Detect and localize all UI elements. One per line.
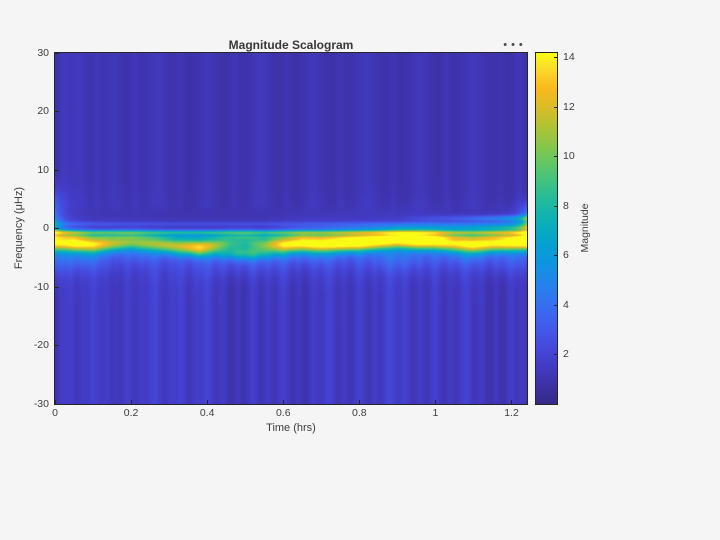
x-tick-mark xyxy=(511,400,512,404)
colorbar-label: Magnitude xyxy=(579,203,591,253)
x-tick-label: 1 xyxy=(432,407,439,419)
x-tick-mark xyxy=(282,400,284,404)
y-tick-label: 30 xyxy=(37,46,49,59)
y-axis-label: Frequency (μHz) xyxy=(13,186,25,270)
x-tick-label: 0.8 xyxy=(352,407,367,419)
colorbar-tick-label: 8 xyxy=(563,199,569,212)
scalogram-heatmap-canvas xyxy=(55,53,527,404)
colorbar-tick-label: 6 xyxy=(563,249,569,262)
x-tick-label: 0.4 xyxy=(199,407,215,419)
colorbar-tick-mark xyxy=(554,156,557,158)
axes-toolbar[interactable]: ••• xyxy=(501,35,529,51)
y-tick-mark xyxy=(55,111,59,112)
y-tick-mark xyxy=(55,169,59,171)
colorbar-tick-label: 4 xyxy=(563,298,569,311)
y-tick-mark xyxy=(55,286,59,288)
colorbar xyxy=(535,52,558,405)
y-tick-mark xyxy=(55,228,59,229)
x-tick-mark xyxy=(130,400,132,404)
x-axis-label: Time (hrs) xyxy=(266,422,316,434)
scalogram-plot xyxy=(54,52,528,405)
colorbar-tick-mark xyxy=(554,304,557,306)
colorbar-tick-label: 12 xyxy=(563,100,575,113)
colorbar-tick-label: 10 xyxy=(563,150,575,163)
x-tick-label: 1.2 xyxy=(504,407,519,419)
x-tick-label: 0.2 xyxy=(123,407,139,419)
x-tick-mark xyxy=(358,400,360,404)
colorbar-tick-mark xyxy=(554,354,557,356)
y-tick-label: -30 xyxy=(33,397,49,410)
y-tick-label: -10 xyxy=(33,280,49,293)
colorbar-tick-mark xyxy=(554,106,557,108)
plot-title: Magnitude Scalogram xyxy=(228,38,354,52)
y-tick-label: -20 xyxy=(33,339,49,351)
colorbar-tick-mark xyxy=(554,205,557,207)
colorbar-tick-mark xyxy=(554,255,557,257)
y-tick-mark xyxy=(55,52,59,54)
x-tick-mark xyxy=(54,400,56,404)
colorbar-tick-label: 2 xyxy=(563,348,569,361)
y-tick-mark xyxy=(55,403,59,405)
x-tick-mark xyxy=(206,400,208,404)
y-tick-label: 10 xyxy=(37,163,49,176)
x-tick-label: 0 xyxy=(52,407,58,419)
y-tick-mark xyxy=(55,345,59,346)
x-tick-label: 0.6 xyxy=(275,407,291,419)
colorbar-gradient-canvas xyxy=(536,53,557,404)
y-tick-label: 20 xyxy=(37,105,49,117)
colorbar-tick-mark xyxy=(554,57,557,59)
options-ellipsis-icon[interactable]: ••• xyxy=(503,39,527,51)
x-tick-mark xyxy=(434,400,436,404)
y-tick-label: 0 xyxy=(43,222,49,234)
colorbar-tick-label: 14 xyxy=(563,51,575,64)
